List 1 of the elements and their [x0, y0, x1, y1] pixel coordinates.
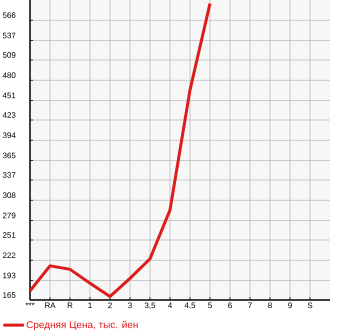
legend-label: Средняя Цена, тыс. йен — [26, 320, 138, 330]
